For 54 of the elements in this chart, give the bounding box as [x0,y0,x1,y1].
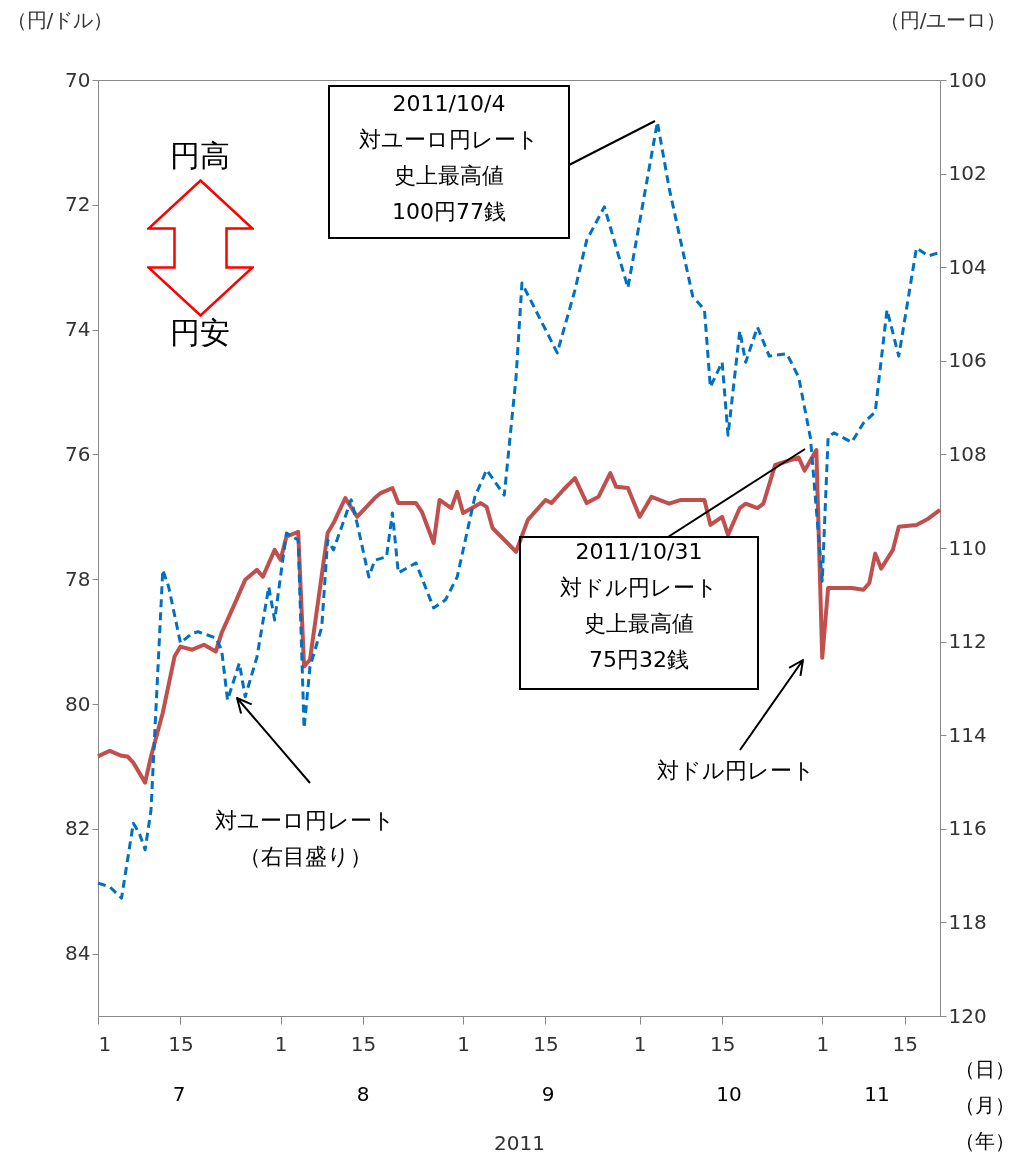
annotation: 円高 [170,138,230,173]
x-tick-label: 15 [709,1031,736,1056]
x-tick-label: 15 [892,1031,918,1056]
x-tick-label: 15 [350,1031,377,1056]
annotation: 対ユーロ円レート [359,127,539,152]
y-tick-label: 72 [65,192,91,217]
annotation: 対ドル円レート [560,575,718,600]
annotation: 史上最高値 [394,163,504,188]
y-tick-label: 78 [65,566,91,591]
annotation: 円安 [170,315,230,350]
annotation: 2011/10/31 [575,539,703,564]
annotation: 2011/10/4 [392,91,506,116]
annotation: （右目盛り） [238,844,372,869]
text: （月） [955,1093,1013,1117]
y2-tick-label: 112 [948,629,987,654]
y-tick-label: 82 [65,816,91,841]
y-tick-label: 80 [65,691,91,716]
text: （年） [955,1129,1013,1153]
y2-tick-label: 102 [948,161,987,186]
y2-axis-title: （円/ユーロ） [879,7,1007,32]
text: 11 [864,1082,890,1106]
y2-tick-label: 120 [948,1003,987,1028]
x-tick-label: 15 [168,1031,194,1056]
x-axis-title: 2011 [494,1130,545,1155]
y-tick-label: 70 [65,67,91,92]
y2-tick-label: 100 [948,67,987,92]
y2-tick-label: 116 [948,816,987,841]
x-tick-label: 1 [98,1031,112,1056]
annotation: 対ユーロ円レート [215,808,395,833]
y-axis-title: （円/ドル） [6,7,114,32]
text: 10 [716,1082,742,1106]
annotation: 75円32銭 [589,647,689,672]
x-tick-label: 1 [457,1031,470,1056]
x-tick-label: 1 [633,1031,647,1056]
y2-tick-label: 114 [948,722,987,747]
y2-tick-label: 104 [948,254,987,279]
y-tick-label: 84 [65,941,91,966]
y2-tick-label: 106 [948,348,987,373]
y-tick-label: 74 [65,317,91,342]
x-tick-label: 1 [274,1031,288,1056]
text: 8 [356,1082,370,1106]
y2-tick-label: 110 [948,535,987,560]
x-tick-label: 15 [533,1031,559,1056]
annotation: 史上最高値 [584,611,694,636]
y2-tick-label: 118 [948,909,987,934]
x-tick-label: 1 [816,1031,830,1056]
annotation: 100円77銭 [392,199,506,224]
line-series [96,448,942,785]
annotation: 対ドル円レート [657,758,815,783]
text: 9 [541,1082,555,1106]
y2-tick-label: 108 [948,441,987,466]
text: （日） [955,1057,1013,1081]
text: 7 [172,1082,186,1106]
y-tick-label: 76 [65,441,91,466]
